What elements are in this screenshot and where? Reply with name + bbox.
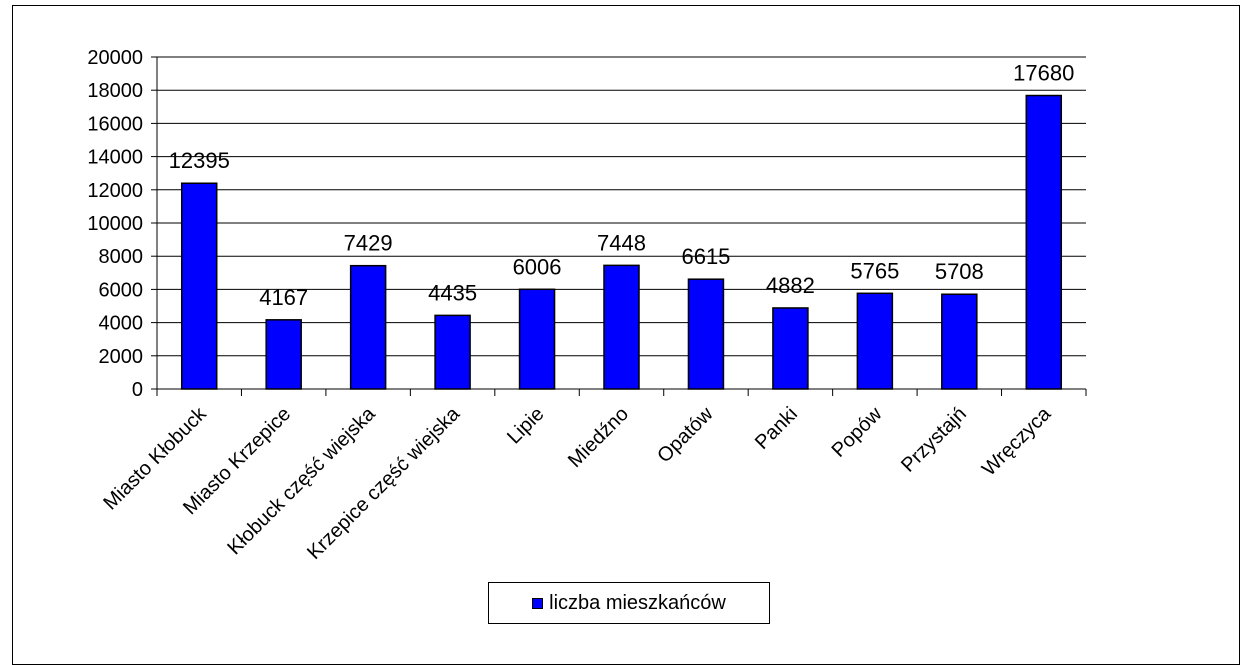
bar-chart: 0 2000 4000 6000 8000 10000 12000 14000 16000 180…: [87, 47, 1087, 564]
bar: [518, 288, 556, 390]
legend-swatch: [532, 597, 544, 609]
x-tick-label: Przystajń: [897, 403, 971, 477]
y-tick-label: 20000: [87, 47, 143, 69]
y-tick-label: 0: [132, 379, 143, 401]
y-tick-label: 16000: [87, 113, 143, 135]
bar: [349, 264, 387, 390]
data-label: 6006: [513, 254, 562, 279]
data-label: 4435: [428, 280, 477, 305]
bar: [434, 314, 471, 390]
y-tick-label: 10000: [87, 213, 143, 235]
data-label: 12395: [169, 148, 230, 173]
y-tick-label: 18000: [87, 80, 143, 102]
x-tick-label: Lipie: [503, 403, 548, 448]
gridlines: [157, 56, 1086, 357]
bar: [180, 182, 218, 390]
bar: [772, 307, 809, 390]
data-label: 4882: [766, 273, 815, 298]
data-label: 17680: [1013, 61, 1074, 86]
y-tick-label: 14000: [87, 147, 143, 169]
y-tick-label: 2000: [99, 346, 144, 368]
data-label: 7429: [344, 231, 393, 256]
data-label: 4167: [259, 285, 308, 310]
x-tick-label: Wręczyca: [978, 402, 1056, 480]
bar: [941, 293, 978, 390]
bar: [1025, 94, 1063, 390]
data-label: 7448: [597, 230, 646, 255]
y-tick-label: 8000: [99, 246, 144, 268]
x-tick-label: Popów: [828, 403, 887, 462]
x-tick-label: Miedźno: [564, 403, 633, 472]
bar: [856, 292, 894, 390]
axes: 0 2000 4000 6000 8000 10000 12000 14000 16000 180…: [87, 47, 1087, 564]
bar: [603, 264, 640, 390]
bar: [265, 319, 302, 390]
x-tick-label: Kłobuck część wiejska: [223, 402, 380, 559]
data-label: 5765: [850, 258, 899, 283]
y-tick-label: 12000: [87, 180, 143, 202]
x-tick-label: Opatów: [653, 403, 718, 468]
x-tick-label: Panki: [751, 403, 802, 454]
y-tick-label: 4000: [99, 313, 144, 335]
y-tick-label: 6000: [99, 279, 144, 301]
legend: liczba mieszkańców: [488, 582, 770, 624]
data-labels: 12395 4167 7429 4435 6006 7448 6615 4882 5765 570…: [169, 61, 1075, 310]
bars: [180, 94, 1063, 390]
data-label: 5708: [935, 259, 984, 284]
legend-label: liczba mieszkańców: [549, 591, 726, 614]
data-label: 6615: [681, 244, 730, 269]
x-tick-label: Krzepice część wiejska: [303, 402, 465, 564]
bar: [687, 278, 725, 390]
